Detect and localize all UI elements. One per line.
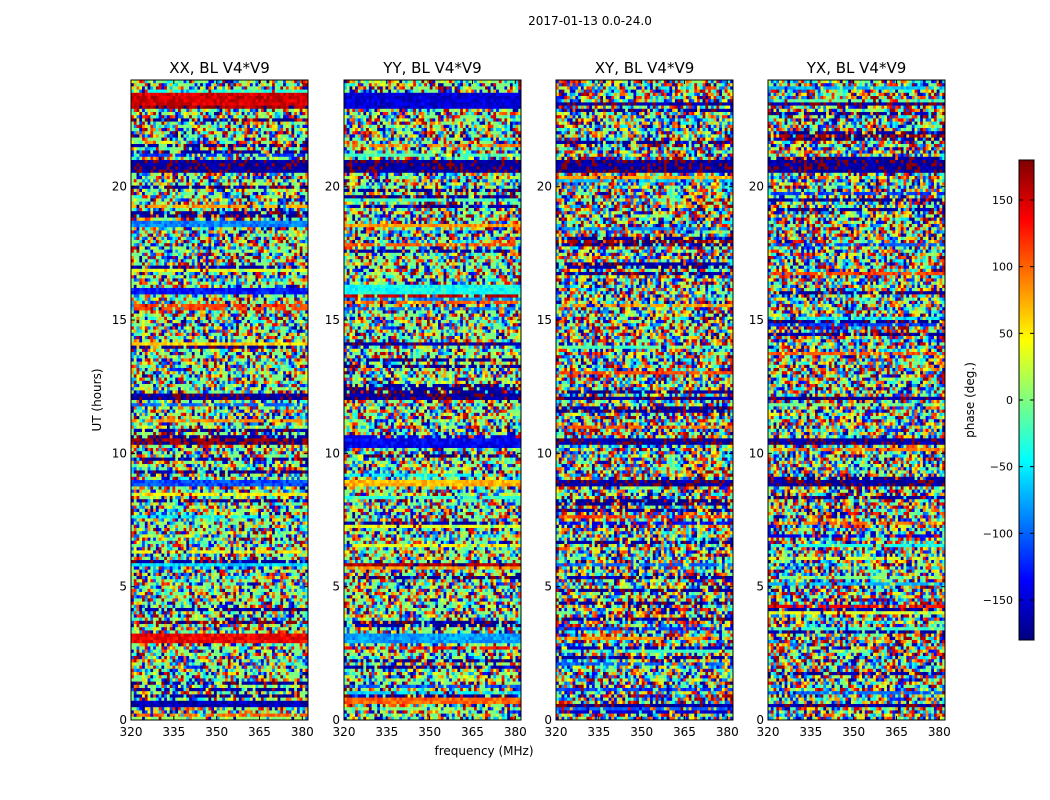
colorbar-tick-label: 100 bbox=[992, 261, 1013, 274]
panel-1: XX, BL V4*V9 320 335 350 365 380 0 5 10 15 20 bbox=[112, 59, 314, 739]
y-tick-label: 20 bbox=[537, 180, 552, 194]
x-tick-label: 380 bbox=[291, 725, 314, 739]
y-tick-label: 0 bbox=[119, 713, 127, 727]
colorbar-tick-label: 150 bbox=[992, 194, 1013, 207]
x-tick-label: 335 bbox=[587, 725, 610, 739]
x-tick-label: 335 bbox=[375, 725, 398, 739]
x-tick-label: 320 bbox=[757, 725, 780, 739]
x-tick-label: 380 bbox=[504, 725, 527, 739]
panel-title: YX, BL V4*V9 bbox=[806, 59, 907, 77]
y-tick-label: 20 bbox=[749, 180, 764, 194]
y-tick-label: 5 bbox=[119, 580, 127, 594]
x-tick-label: 350 bbox=[418, 725, 441, 739]
x-tick-label: 365 bbox=[461, 725, 484, 739]
y-tick-label: 0 bbox=[544, 713, 552, 727]
x-tick-label: 320 bbox=[333, 725, 356, 739]
panel-heatmap bbox=[131, 80, 308, 720]
y-tick-label: 10 bbox=[749, 446, 764, 460]
y-tick-label: 5 bbox=[332, 580, 340, 594]
y-tick-label: 10 bbox=[325, 446, 340, 460]
colorbar-tick-label: 50 bbox=[999, 327, 1013, 340]
panel-heatmap bbox=[768, 80, 945, 720]
y-tick-label: 15 bbox=[749, 313, 764, 327]
panel-heatmap bbox=[556, 80, 733, 720]
y-tick-label: 0 bbox=[756, 713, 764, 727]
y-tick-label: 5 bbox=[756, 580, 764, 594]
y-tick-label: 10 bbox=[112, 446, 127, 460]
colorbar-tick-label: −100 bbox=[983, 527, 1013, 540]
colorbar-tick-label: −150 bbox=[983, 594, 1013, 607]
y-tick-label: 0 bbox=[332, 713, 340, 727]
y-tick-label: 10 bbox=[537, 446, 552, 460]
x-tick-label: 350 bbox=[842, 725, 865, 739]
panel-3: XY, BL V4*V9 320 335 350 365 380 0 5 10 15 20 bbox=[537, 59, 739, 739]
panel-4: YX, BL V4*V9 320 335 350 365 380 0 5 10 15 20 bbox=[749, 59, 951, 739]
colorbar: 150 100 50 0 −50 −100 −150 phase (deg.) bbox=[963, 160, 1034, 640]
colorbar-tick-label: 0 bbox=[1006, 394, 1013, 407]
x-tick-label: 380 bbox=[928, 725, 951, 739]
y-tick-label: 20 bbox=[112, 180, 127, 194]
colorbar-tick-label: −50 bbox=[990, 461, 1013, 474]
y-tick-label: 20 bbox=[325, 180, 340, 194]
x-tick-label: 320 bbox=[545, 725, 568, 739]
y-tick-label: 15 bbox=[112, 313, 127, 327]
panel-title: YY, BL V4*V9 bbox=[382, 59, 481, 77]
x-tick-label: 335 bbox=[799, 725, 822, 739]
panel-heatmap bbox=[344, 80, 521, 720]
colorbar-label: phase (deg.) bbox=[963, 362, 977, 438]
x-tick-label: 320 bbox=[120, 725, 143, 739]
panel-title: XX, BL V4*V9 bbox=[169, 59, 270, 77]
x-tick-label: 350 bbox=[630, 725, 653, 739]
x-tick-label: 365 bbox=[885, 725, 908, 739]
y-axis-label: UT (hours) bbox=[90, 368, 104, 431]
x-tick-label: 365 bbox=[248, 725, 271, 739]
x-tick-label: 350 bbox=[205, 725, 228, 739]
x-tick-label: 380 bbox=[716, 725, 739, 739]
x-tick-label: 335 bbox=[162, 725, 185, 739]
x-tick-label: 365 bbox=[673, 725, 696, 739]
y-tick-label: 15 bbox=[537, 313, 552, 327]
y-tick-label: 5 bbox=[544, 580, 552, 594]
y-tick-label: 15 bbox=[325, 313, 340, 327]
panel-2: YY, BL V4*V9 320 335 350 365 380 0 5 10 15 20 bbox=[325, 59, 527, 739]
panel-title: XY, BL V4*V9 bbox=[595, 59, 695, 77]
x-axis-label: frequency (MHz) bbox=[434, 744, 533, 758]
